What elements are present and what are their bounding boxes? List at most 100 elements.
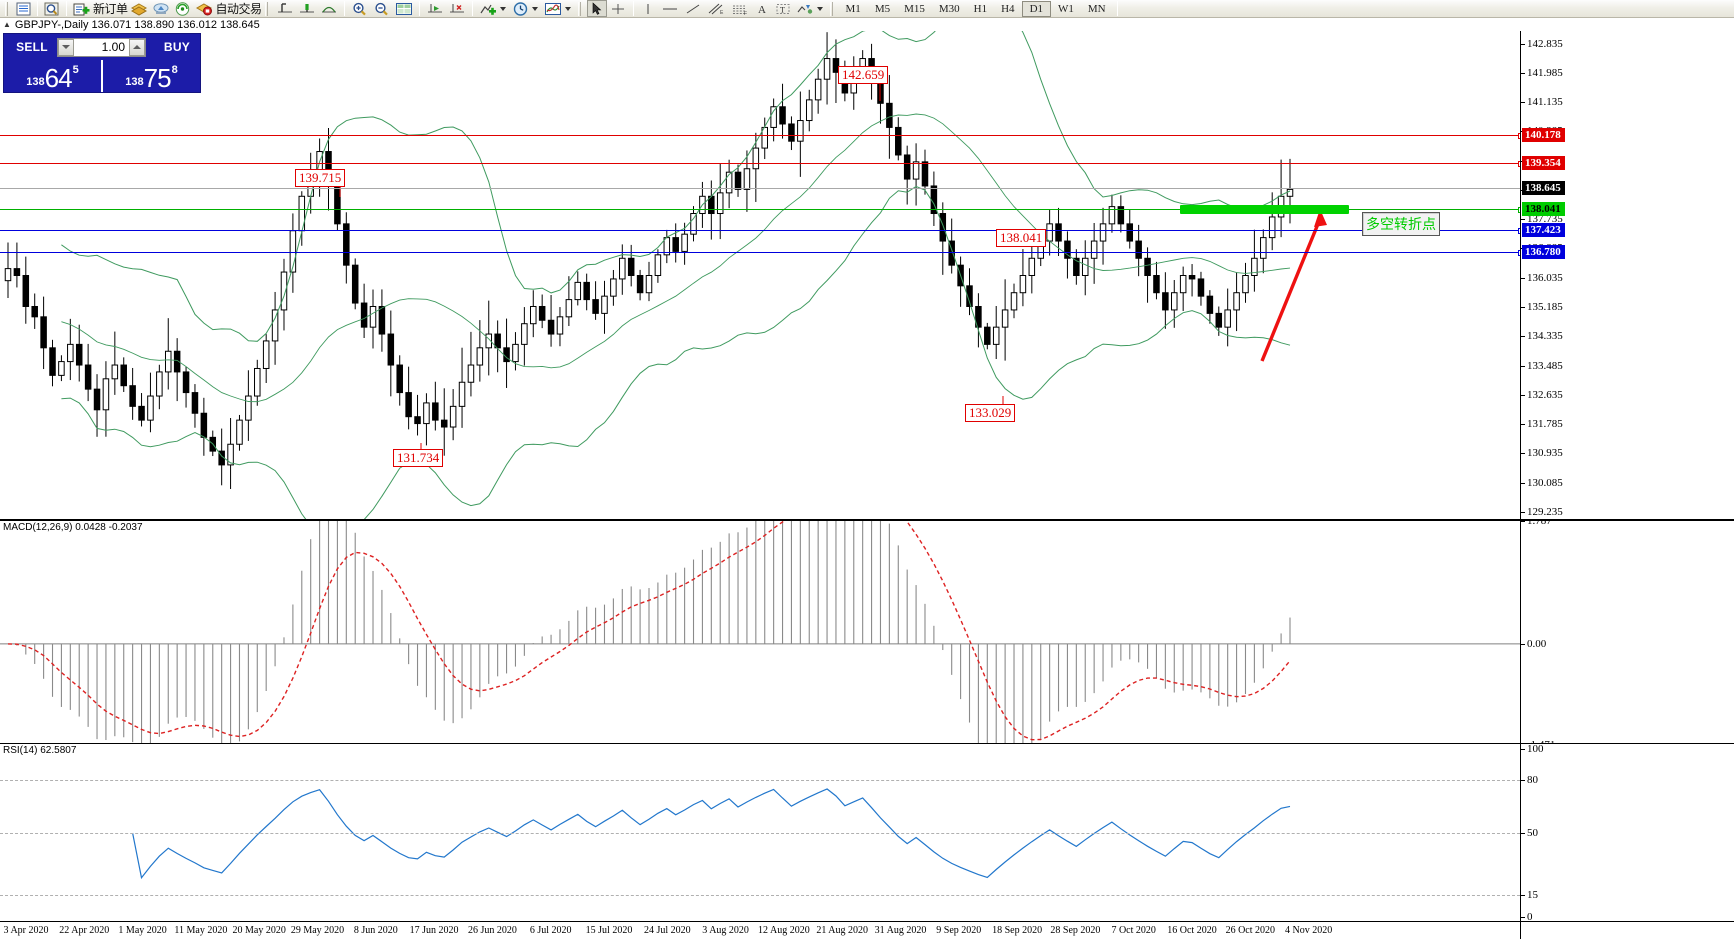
volume-value[interactable]: 1.00	[101, 40, 125, 54]
layers-icon[interactable]	[128, 0, 150, 17]
vertical-line-icon[interactable]	[638, 0, 658, 17]
level-line-handle[interactable]	[1518, 250, 1520, 257]
chart-expand-icon[interactable]: ▲	[3, 20, 11, 29]
price-annotation-tag[interactable]: 131.734	[393, 449, 444, 467]
price-plot-area[interactable]: 142.659 139.715 138.041 133.029 131.734 多空转折点	[0, 31, 1520, 519]
price-level-line[interactable]	[0, 206, 1520, 213]
trade-panel-prices: 138 64 5 138 75 8	[4, 60, 200, 92]
toolbar-grip-4[interactable]	[829, 1, 836, 16]
rsi-pane[interactable]: RSI(14) 62.5807 100 80 50 15 0	[0, 744, 1734, 922]
shift-left-icon[interactable]	[274, 0, 296, 17]
buy-price[interactable]: 138 75 8	[101, 60, 200, 92]
date-axis-tick: 4 Nov 2020	[1284, 925, 1333, 936]
zoom-in-icon[interactable]	[349, 0, 371, 17]
toolbar-separator	[418, 1, 420, 16]
new-order-icon[interactable]	[71, 0, 92, 17]
timeframe-h1[interactable]: H1	[973, 2, 988, 15]
price-axis-tick: 141.135	[1521, 96, 1563, 109]
indicators-add-icon[interactable]	[477, 0, 499, 17]
toolbar-grip-2[interactable]	[264, 1, 271, 16]
volume-decrease-button[interactable]	[58, 38, 74, 56]
buy-button[interactable]: BUY	[163, 40, 191, 54]
level-line-handle[interactable]	[1518, 227, 1520, 234]
price-annotation-tag[interactable]: 139.715	[295, 169, 346, 187]
level-line-handle[interactable]	[1518, 161, 1520, 168]
trendline-icon[interactable]	[682, 0, 704, 17]
price-level-label-last-price[interactable]: 138.645	[1522, 180, 1565, 195]
shift-start-icon[interactable]	[446, 0, 468, 17]
equidistant-channel-icon[interactable]: E	[704, 0, 728, 17]
period-dropdown-caret[interactable]	[531, 6, 538, 11]
price-level-line[interactable]	[0, 187, 1520, 189]
price-y-axis[interactable]: 142.835141.985141.135140.285139.435138.5…	[1520, 31, 1734, 519]
zoom-out-icon[interactable]	[371, 0, 393, 17]
timeframe-m1[interactable]: M1	[845, 2, 861, 15]
sell-price-prefix: 138	[26, 76, 45, 88]
text-box-icon[interactable]: T	[772, 0, 794, 17]
volume-increase-button[interactable]	[129, 38, 145, 56]
price-annotation-tag[interactable]: 133.029	[965, 404, 1016, 422]
price-annotation-tag[interactable]: 138.041	[996, 229, 1047, 247]
data-window-icon[interactable]	[393, 0, 415, 17]
volume-field[interactable]: 1.00	[57, 37, 146, 57]
download-cloud-icon[interactable]	[150, 0, 172, 17]
date-x-axis[interactable]: 3 Apr 2020 22 Apr 2020 1 May 2020 11 May 20…	[0, 922, 1734, 939]
sell-price[interactable]: 138 64 5	[4, 60, 101, 92]
shift-end-icon[interactable]	[424, 0, 446, 17]
timeframe-w1[interactable]: W1	[1058, 2, 1074, 15]
auto-trading-label[interactable]: 自动交易	[215, 2, 263, 16]
price-level-label-red-level[interactable]: 139.354	[1522, 156, 1565, 171]
date-axis-tick: 12 Aug 2020	[758, 925, 810, 936]
indicators-dropdown-caret[interactable]	[499, 6, 506, 11]
toolbar-grip[interactable]	[5, 1, 11, 16]
price-level-line[interactable]	[0, 250, 1520, 257]
price-level-line[interactable]	[0, 227, 1520, 234]
auto-scroll-icon[interactable]	[318, 0, 340, 17]
price-level-label-blue-level[interactable]: 137.423	[1522, 222, 1565, 237]
price-level-label-blue-level[interactable]: 136.780	[1522, 245, 1565, 260]
date-axis-tick: 26 Oct 2020	[1225, 925, 1276, 936]
chart-template-icon[interactable]	[542, 0, 564, 17]
level-line-handle[interactable]	[1518, 206, 1520, 213]
auto-trading-icon[interactable]	[193, 0, 215, 17]
template-dropdown-caret[interactable]	[564, 6, 571, 11]
turning-point-note[interactable]: 多空转折点	[1362, 211, 1440, 236]
price-annotation-tag[interactable]: 142.659	[838, 66, 889, 84]
signal-icon[interactable]	[172, 0, 193, 17]
text-label-icon[interactable]: A	[752, 0, 772, 17]
level-line-handle[interactable]	[1518, 133, 1520, 140]
timeframe-mn[interactable]: MN	[1087, 2, 1106, 15]
toolbar-grip-3[interactable]	[577, 1, 584, 16]
cursor-icon[interactable]	[586, 0, 607, 17]
objects-dropdown-caret[interactable]	[816, 6, 823, 11]
one-click-trading-panel[interactable]: SELL 1.00 BUY 138 64 5 138 75 8	[3, 33, 201, 93]
objects-list-icon[interactable]	[794, 0, 816, 17]
timeframe-m15[interactable]: M15	[904, 2, 925, 15]
horizontal-line-icon[interactable]	[658, 0, 682, 17]
timeframe-m30[interactable]: M30	[938, 2, 960, 15]
price-level-label-green-level[interactable]: 138.041	[1522, 201, 1565, 216]
price-chart-pane[interactable]: 142.659 139.715 138.041 133.029 131.734 多空转折点…	[0, 31, 1734, 520]
fibonacci-icon[interactable]: F	[728, 0, 752, 17]
timeframe-d1[interactable]: D1	[1021, 0, 1052, 17]
price-level-label-red-level[interactable]: 140.178	[1522, 128, 1565, 143]
price-level-line[interactable]	[0, 133, 1520, 140]
macd-pane[interactable]: MACD(12,26,9) 0.0428 -0.2037 1.787 0.00 -1…	[0, 520, 1734, 744]
chart-symbol-ohlc: GBPJPY-,Daily 136.071 138.890 136.012 13…	[14, 19, 260, 31]
timeframe-m5[interactable]: M5	[874, 2, 891, 15]
crosshair-icon[interactable]	[607, 0, 629, 17]
period-clock-icon[interactable]	[510, 0, 531, 17]
sell-button[interactable]: SELL	[16, 40, 48, 54]
magnifier-icon[interactable]	[42, 0, 62, 17]
rsi-plot-area[interactable]	[0, 744, 1520, 921]
date-axis-tick: 8 Jun 2020	[353, 925, 398, 936]
price-axis-tick: 133.485	[1521, 359, 1563, 372]
market-watch-icon[interactable]	[14, 0, 33, 17]
price-level-line[interactable]	[0, 161, 1520, 168]
shift-right-icon[interactable]	[296, 0, 318, 17]
bullish-zone-highlight[interactable]	[1180, 204, 1349, 214]
macd-plot-area[interactable]	[0, 521, 1520, 743]
new-order-label[interactable]: 新订单	[93, 2, 128, 16]
timeframe-h4[interactable]: H4	[1001, 2, 1015, 15]
price-axis-tick: 134.335	[1521, 330, 1563, 343]
